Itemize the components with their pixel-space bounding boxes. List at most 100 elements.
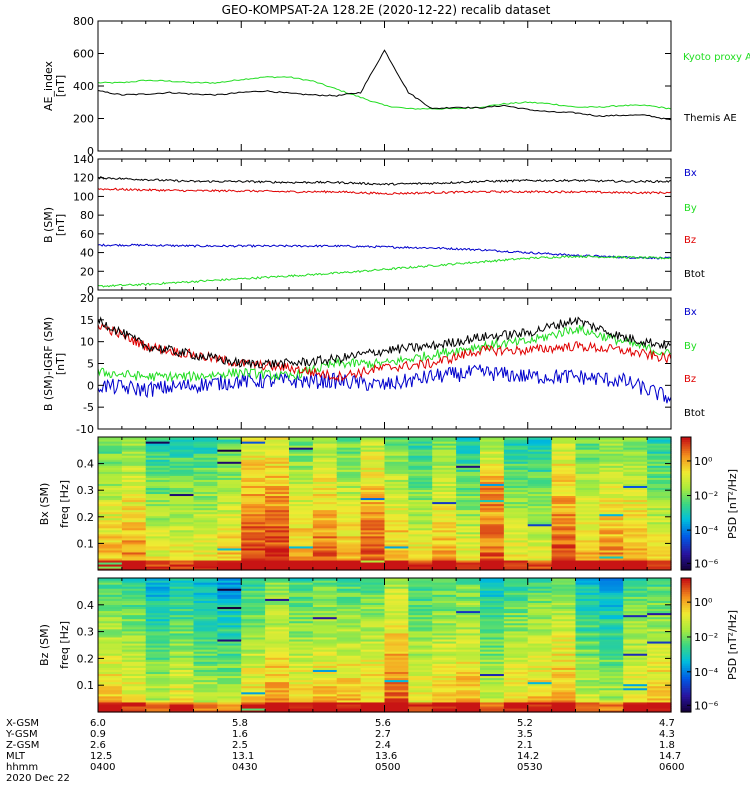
- spectrogram-cell: [193, 529, 218, 533]
- spectrogram-cell: [217, 630, 242, 634]
- spectrogram-cell: [408, 547, 433, 551]
- spectrogram-cell: [169, 509, 195, 513]
- spectrogram-cell: [551, 461, 577, 464]
- spectrogram-cell: [265, 499, 290, 503]
- spectrogram-cell: [145, 614, 171, 618]
- spectrogram-cell: [503, 647, 529, 650]
- spectrogram-cell: [360, 449, 386, 452]
- spectrogram-cell: [289, 699, 314, 703]
- spectrogram-cell: [145, 533, 171, 537]
- spectrogram-cell: [98, 630, 123, 634]
- spectrogram-cell: [265, 557, 290, 561]
- spectrogram-cell: [599, 647, 624, 650]
- spectrogram-cell: [432, 695, 457, 699]
- spectrogram-cell: [575, 699, 600, 703]
- spectrogram-cell: [527, 673, 553, 677]
- spectrogram-cell: [480, 565, 505, 569]
- spectrogram-cell: [169, 693, 195, 697]
- spectrogram-cell: [145, 515, 171, 519]
- spectrogram-cell: [480, 553, 505, 557]
- spectrogram-cell: [336, 628, 362, 632]
- colorbar-segment: [681, 547, 691, 551]
- spectrogram-cell: [336, 675, 362, 679]
- spectrogram-cell: [193, 467, 218, 470]
- spectrogram-cell: [145, 679, 171, 683]
- spectrogram-cell: [647, 632, 672, 636]
- spectrogram-cell: [193, 610, 218, 614]
- spectrogram-cell: [193, 555, 218, 559]
- spectrogram-cell: [527, 551, 553, 555]
- spectrogram-cell: [623, 578, 648, 581]
- spectrogram-cell: [480, 612, 505, 616]
- spectrogram-cell: [551, 483, 577, 486]
- spectrogram-cell: [289, 501, 314, 505]
- colorbar-segment: [681, 629, 691, 633]
- spectrogram-cell: [312, 640, 338, 644]
- spectrogram-cell: [503, 675, 529, 679]
- spectrogram-cell: [193, 598, 218, 601]
- spectrogram-cell: [265, 455, 290, 458]
- spectrogram-cell: [121, 485, 147, 488]
- spectrogram-cell: [503, 673, 529, 677]
- spectrogram-cell: [98, 465, 123, 468]
- spectrogram-cell: [336, 437, 362, 440]
- spectrogram-cell: [551, 614, 577, 618]
- spectrogram-cell: [551, 537, 577, 541]
- spectrogram-cell: [599, 673, 624, 677]
- spectrogram-cell: [599, 537, 624, 541]
- spectrogram-cell: [312, 634, 338, 638]
- spectrogram-cell: [121, 580, 147, 583]
- spectrogram-cell: [575, 632, 600, 636]
- colorbar-segment: [681, 607, 691, 610]
- spectrogram-cell: [169, 604, 195, 608]
- spectrogram-cell: [169, 465, 195, 468]
- spectrogram-cell: [599, 695, 624, 699]
- spectrogram-cell: [193, 559, 218, 563]
- spectrogram-cell: [599, 638, 624, 642]
- spectrogram-cell: [527, 457, 553, 460]
- spectrogram-cell: [384, 461, 409, 464]
- spectrogram-cell: [551, 594, 577, 597]
- spectrogram-cell: [575, 553, 600, 557]
- spectrogram-cell: [480, 679, 505, 683]
- spectrogram-cell: [408, 677, 433, 681]
- panel-bz-spectrogram: 0.10.20.30.4 Bz (SM) freq [Hz] 10⁰10⁻²10…: [38, 577, 739, 713]
- spectrogram-cell: [98, 620, 123, 624]
- spectrogram-cell: [312, 681, 338, 685]
- spectrogram-cell: [169, 703, 195, 707]
- spectrogram-cell: [360, 679, 386, 683]
- spectrogram-cell: [599, 651, 624, 654]
- spectrogram-cell: [456, 551, 481, 555]
- spectrogram-cell: [408, 469, 433, 472]
- spectrogram-cell: [384, 584, 409, 587]
- spectrogram-cell: [599, 671, 624, 675]
- spectrogram-cell: [217, 580, 242, 583]
- spectrogram-cell: [145, 495, 171, 499]
- spectrogram-cell: [575, 614, 600, 618]
- spectrogram-cell: [456, 511, 481, 515]
- spectrogram-cell: [551, 447, 577, 450]
- spectrogram-cell: [503, 657, 529, 660]
- spectrogram-cell: [169, 624, 195, 628]
- spectrogram-cell: [265, 559, 290, 563]
- spectrogram-cell: [217, 485, 242, 488]
- spectrogram-cell: [408, 535, 433, 539]
- spectrogram-cell: [408, 465, 433, 468]
- footer-c3-z: 2.1: [517, 740, 533, 751]
- spectrogram-cell: [265, 600, 290, 603]
- spectrogram-cell: [241, 659, 266, 662]
- spectrogram-cell: [289, 602, 314, 605]
- spectrogram-cell: [193, 567, 218, 571]
- spectrogram-cell: [456, 626, 481, 630]
- spectrogram-cell: [121, 495, 147, 499]
- spectrogram-cell: [408, 493, 433, 497]
- spectrogram-cell: [647, 618, 672, 622]
- spectrogram-cell: [384, 451, 409, 454]
- spectrogram-cell: [289, 638, 314, 642]
- spectrogram-cell: [98, 509, 123, 513]
- spectrogram-cell: [121, 632, 147, 636]
- spectrogram-cell: [193, 537, 218, 541]
- spectrogram-cell: [527, 531, 553, 535]
- spectrogram-cell: [121, 459, 147, 462]
- spectrogram-cell: [480, 521, 505, 525]
